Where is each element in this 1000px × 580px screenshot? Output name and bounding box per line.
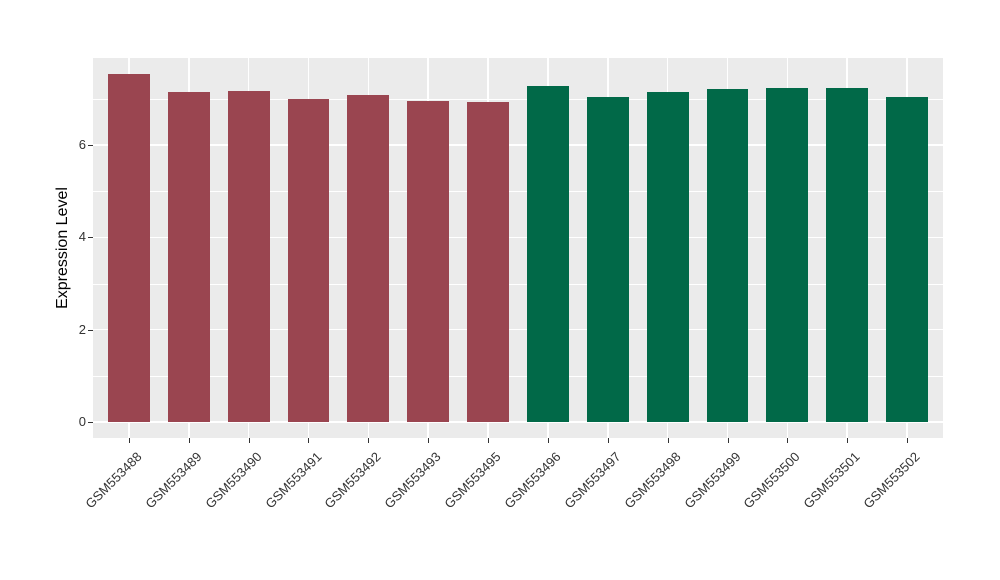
x-tick-mark: [248, 438, 250, 443]
x-tick-label: GSM553502: [860, 449, 923, 512]
gridline-major: [93, 144, 943, 146]
bar-GSM553502: [886, 96, 929, 422]
bar-GSM553500: [766, 87, 809, 422]
x-tick-label: GSM553488: [82, 449, 145, 512]
x-tick-mark: [847, 438, 849, 443]
x-tick-mark: [368, 438, 370, 443]
gridline-major: [93, 421, 943, 423]
y-tick-mark: [88, 237, 93, 239]
x-tick-mark: [428, 438, 430, 443]
bar-GSM553493: [407, 100, 450, 422]
y-tick-label: 0: [78, 413, 86, 429]
x-tick-label: GSM553499: [680, 449, 744, 512]
x-tick-label: GSM553489: [142, 449, 205, 512]
x-tick-mark: [128, 438, 130, 443]
bar-GSM553497: [586, 96, 629, 422]
x-tick-label: GSM553497: [561, 449, 624, 512]
gridline-minor: [93, 283, 943, 285]
gridline-minor: [93, 375, 943, 377]
bar-GSM553489: [167, 91, 210, 422]
x-tick-label: GSM553498: [621, 449, 684, 512]
x-tick-label: GSM553495: [441, 449, 504, 512]
gridline-minor: [93, 191, 943, 193]
bar-GSM553501: [826, 87, 869, 422]
bar-GSM553499: [706, 88, 749, 422]
bar-GSM553496: [526, 85, 569, 422]
gridline-major: [93, 236, 943, 239]
gridline-minor: [93, 99, 943, 100]
x-tick-label: GSM553490: [202, 449, 265, 512]
y-tick-label: 6: [78, 137, 86, 153]
x-tick-label: GSM553493: [381, 449, 444, 512]
x-tick-label: GSM553496: [501, 449, 564, 512]
plot-panel: [93, 58, 943, 438]
x-tick-mark: [607, 438, 609, 443]
x-tick-mark: [787, 438, 789, 443]
y-tick-label: 2: [78, 321, 86, 337]
bar-GSM553491: [287, 99, 330, 422]
bar-GSM553498: [646, 91, 689, 422]
x-tick-mark: [547, 438, 549, 443]
bar-GSM553488: [107, 73, 150, 422]
bar-GSM553495: [467, 101, 509, 422]
x-tick-label: GSM553491: [261, 449, 325, 512]
bar-GSM553490: [227, 90, 270, 422]
x-tick-mark: [907, 438, 909, 443]
gridline-major: [93, 328, 943, 331]
x-tick-label: GSM553500: [740, 449, 803, 512]
x-tick-mark: [308, 438, 310, 443]
x-tick-mark: [667, 438, 669, 443]
y-tick-mark: [88, 329, 93, 331]
x-tick-mark: [188, 438, 190, 443]
x-tick-label: GSM553492: [321, 449, 384, 512]
x-tick-mark: [727, 438, 729, 443]
x-tick-label: GSM553501: [800, 449, 863, 512]
y-tick-mark: [88, 145, 93, 147]
y-tick-mark: [88, 421, 93, 423]
bar-GSM553492: [347, 94, 390, 422]
y-axis-title: Expression Level: [54, 187, 71, 309]
y-tick-label: 4: [78, 229, 86, 245]
x-tick-mark: [488, 438, 490, 443]
